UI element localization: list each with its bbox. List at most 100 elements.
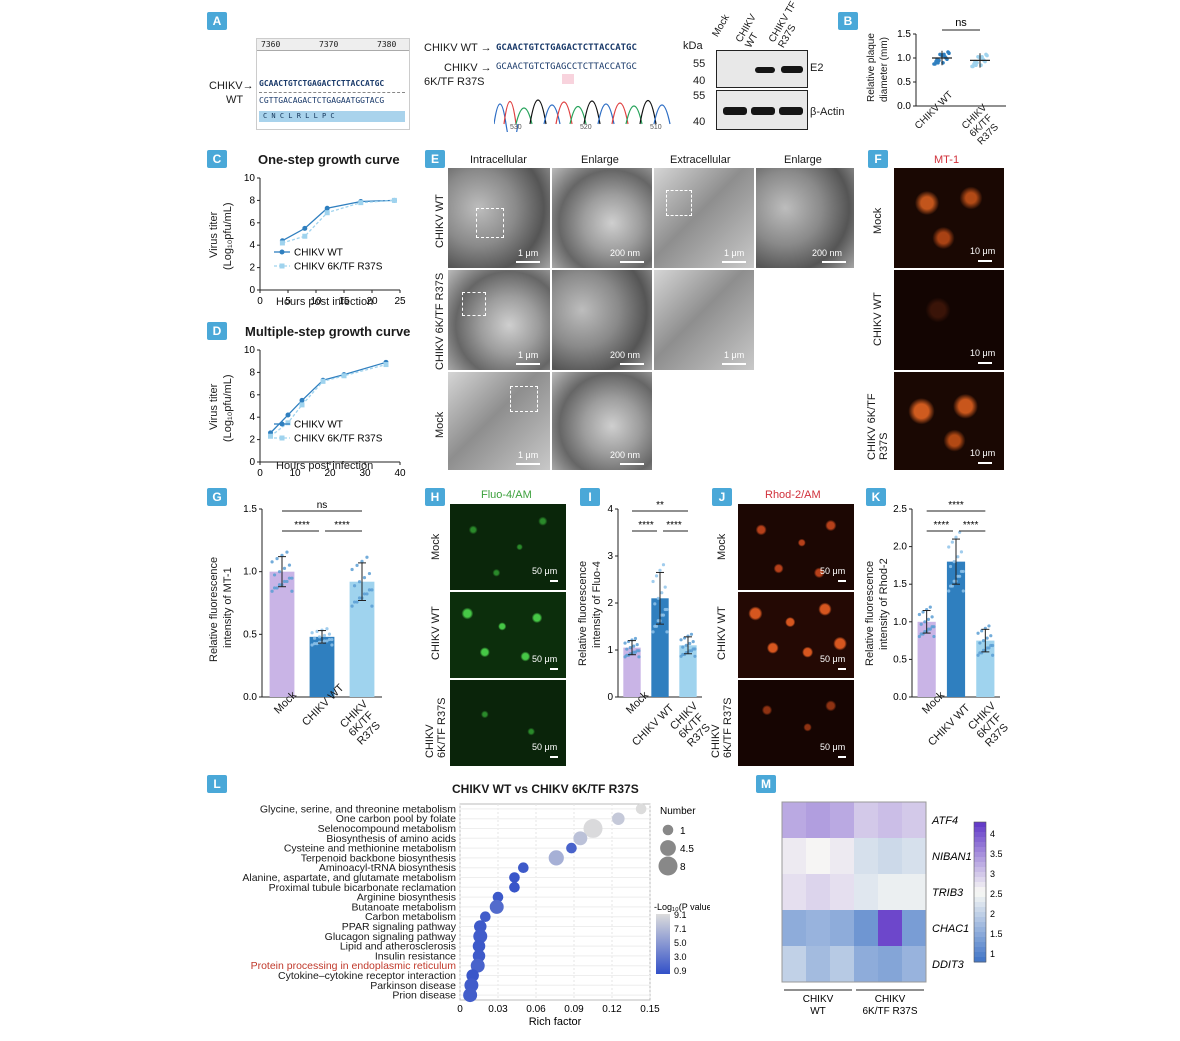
sequence-viewer: 7360 7370 7380 GCAACTGTCTGAGACTCTTACCATG… (256, 38, 410, 130)
data-point (272, 586, 277, 590)
legend-marker (279, 263, 285, 269)
y-tick-label: 2.0 (893, 542, 907, 553)
colorbar-segment (974, 952, 986, 958)
pathway-label: PPAR signaling pathway (342, 921, 457, 933)
data-point (330, 643, 334, 647)
data-point (956, 555, 960, 559)
data-point (976, 653, 980, 657)
colorbar-segment (974, 902, 986, 908)
em-image: 1 μm (448, 168, 550, 268)
sig-label: **** (948, 500, 964, 511)
chart-title: One-step growth curve (258, 152, 400, 167)
data-point (665, 630, 669, 634)
data-point (926, 627, 931, 631)
sig-label: **** (934, 520, 950, 531)
y-tick-label: 4 (249, 240, 255, 251)
panel-g-badge: G (207, 488, 227, 506)
gene-label: NIBAN1 (932, 851, 972, 863)
blot-protein-e2: E2 (810, 62, 824, 74)
row-label: CHIKV WT (434, 194, 446, 248)
data-point (919, 632, 923, 636)
colorbar-tick-label: 2.5 (990, 889, 1003, 899)
colorbar-segment (974, 882, 986, 888)
pathway-label: Aminoacyl-tRNA biosynthesis (319, 862, 456, 874)
data-point (681, 652, 685, 657)
y-tick-label: 6 (249, 218, 255, 229)
data-point (661, 563, 666, 567)
column-header: Enlarge (581, 154, 619, 166)
x-tick-label: 25 (394, 296, 406, 307)
data-point (370, 604, 374, 608)
panel-f-badge: F (868, 150, 888, 168)
x-tick-label: 20 (324, 468, 336, 479)
ruler-tick: 7370 (319, 40, 339, 49)
x-tick-label: 5 (285, 296, 291, 307)
legend-label: CHIKV 6K/TF R37S (294, 262, 383, 273)
row-label: CHIKV WT (430, 606, 442, 660)
data-point (958, 530, 962, 534)
y-tick-label: 0.0 (897, 101, 911, 112)
size-legend-marker (660, 840, 676, 856)
y-tick-label: 0.0 (243, 692, 257, 703)
data-point (693, 654, 697, 658)
colorbar-segment (974, 947, 986, 953)
group-label: 6K/TF R37S (862, 1006, 917, 1017)
x-tick-label: 15 (338, 296, 350, 307)
data-point (360, 559, 364, 563)
heatmap-cell (902, 838, 926, 874)
data-point (357, 596, 362, 600)
scale-label: 50 μm (532, 566, 558, 576)
legend-marker (279, 249, 285, 255)
data-point (651, 579, 655, 584)
data-point (936, 61, 940, 65)
scale-label: 10 μm (970, 448, 996, 458)
x-tick-label: 10 (310, 296, 322, 307)
data-point (367, 588, 372, 592)
data-point (956, 574, 960, 578)
data-point (322, 639, 327, 643)
colorbar-segment (974, 857, 986, 863)
x-axis-label: Hours post infection (276, 296, 374, 308)
x-tick-label: 0 (457, 1004, 463, 1015)
data-point (930, 615, 934, 619)
series-line (282, 199, 395, 244)
data-point (315, 629, 319, 634)
data-point (942, 52, 946, 57)
colorbar-segment (974, 852, 986, 858)
scale-label: 50 μm (532, 742, 558, 752)
y-tick-label: 0.5 (243, 629, 257, 640)
data-point (679, 638, 683, 642)
data-point (989, 634, 993, 638)
scale-label: 10 μm (970, 348, 996, 358)
y-tick-label: 3 (607, 551, 613, 562)
panel-d-badge: D (207, 322, 227, 340)
panel-j-badge: J (712, 488, 732, 506)
bubble (509, 882, 520, 893)
heatmap-cell (854, 838, 878, 874)
heatmap-cell (854, 874, 878, 910)
data-point (625, 653, 629, 657)
em-image: 1 μm (448, 270, 550, 370)
scale-label: 50 μm (820, 654, 846, 664)
bubble (612, 812, 625, 825)
data-point (633, 636, 638, 641)
heatmap-cell (878, 910, 902, 946)
panel-b-badge: B (838, 12, 858, 30)
y-axis-label: intensity of MT-1 (222, 567, 234, 648)
fluorescence-image: 50 μm (738, 680, 854, 766)
blot-marker: 40 (693, 116, 706, 128)
gene-label: DDIT3 (932, 959, 965, 971)
color-legend-label: 5.0 (674, 938, 687, 948)
colorbar-segment (974, 932, 986, 938)
heatmap-cell (854, 802, 878, 838)
color-legend-title: -Log₁₀(P value) (654, 902, 710, 912)
data-point (984, 52, 988, 57)
heatmap-cell (830, 910, 854, 946)
sig-label: ns (317, 500, 328, 511)
blot-kda-label: kDa (683, 40, 703, 52)
data-point (290, 589, 294, 593)
panel-e-badge: E (425, 150, 445, 168)
heatmap-cell (878, 874, 902, 910)
x-tick-label: 0.03 (488, 1004, 508, 1015)
series-line (270, 361, 387, 434)
